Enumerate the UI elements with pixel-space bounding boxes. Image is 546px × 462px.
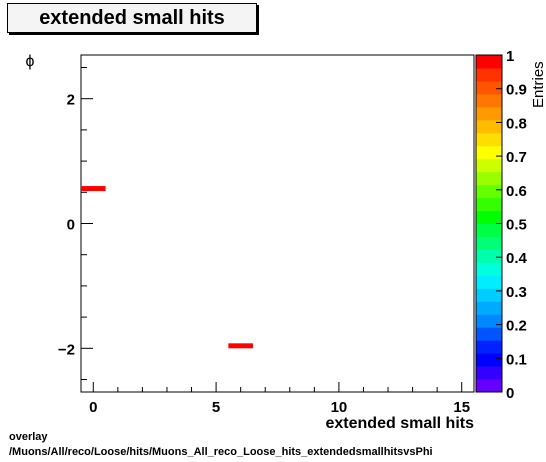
y-tick-label: −2: [58, 341, 75, 358]
colorbar-tick-label: 0.9: [506, 82, 527, 99]
colorbar-segment: [476, 275, 502, 289]
colorbar-label: Entries: [530, 61, 546, 108]
colorbar-segment: [476, 197, 502, 212]
footer-path-label: /Muons/All/reco/Loose/hits/Muons_All_rec…: [9, 446, 433, 458]
colorbar-segment: [476, 236, 502, 250]
colorbar-segment: [476, 210, 502, 224]
colorbar-tick-label: 0.5: [506, 217, 527, 234]
colorbar-tick-label: 0.8: [506, 115, 527, 132]
colorbar-segment: [476, 223, 502, 237]
colorbar-segment: [476, 327, 502, 341]
colorbar-tick-label: 0: [506, 385, 514, 402]
y-axis-label: ϕ: [26, 53, 35, 70]
colorbar-segment: [476, 67, 502, 82]
plot-frame: [80, 54, 475, 393]
colorbar-segment: [476, 132, 502, 147]
colorbar-segment: [476, 379, 502, 393]
colorbar-segment: [476, 80, 502, 95]
colorbar-segment: [476, 340, 502, 354]
x-tick-label: 10: [331, 399, 348, 416]
heatmap-cell: [81, 186, 106, 192]
chart-title: extended small hits: [7, 3, 257, 33]
footer-overlay-label: overlay: [9, 431, 48, 443]
x-axis-label: extended small hits: [326, 415, 475, 432]
y-tick-label: 2: [67, 92, 75, 109]
colorbar-tick-label: 0.7: [506, 149, 527, 166]
colorbar-tick-label: 0.4: [506, 250, 528, 267]
colorbar-tick-label: 0.1: [506, 351, 527, 368]
colorbar-segment: [476, 55, 502, 69]
colorbar-segment: [476, 106, 502, 121]
colorbar-segment: [476, 119, 502, 134]
colorbar-segment: [476, 301, 502, 315]
x-tick-label: 5: [212, 399, 220, 416]
colorbar-segment: [476, 158, 502, 173]
colorbar-tick-label: 1: [506, 48, 514, 65]
colorbar-segment: [476, 366, 502, 380]
x-tick-label: 0: [89, 399, 97, 416]
colorbar-tick-label: 0.2: [506, 318, 527, 335]
colorbar-segment: [476, 262, 502, 276]
colorbar-segment: [476, 314, 502, 328]
colorbar-tick-label: 0.3: [506, 284, 527, 301]
colorbar-segment: [476, 171, 502, 186]
colorbar-segment: [476, 288, 502, 302]
x-tick-label: 15: [453, 399, 470, 416]
colorbar-tick-label: 0.6: [506, 183, 527, 200]
colorbar-segment: [476, 249, 502, 263]
colorbar-segment: [476, 184, 502, 199]
colorbar-segment: [476, 93, 502, 108]
heatmap-cell: [228, 343, 253, 349]
colorbar-segment: [476, 353, 502, 367]
y-tick-label: 0: [67, 217, 75, 234]
colorbar-segment: [476, 145, 502, 160]
